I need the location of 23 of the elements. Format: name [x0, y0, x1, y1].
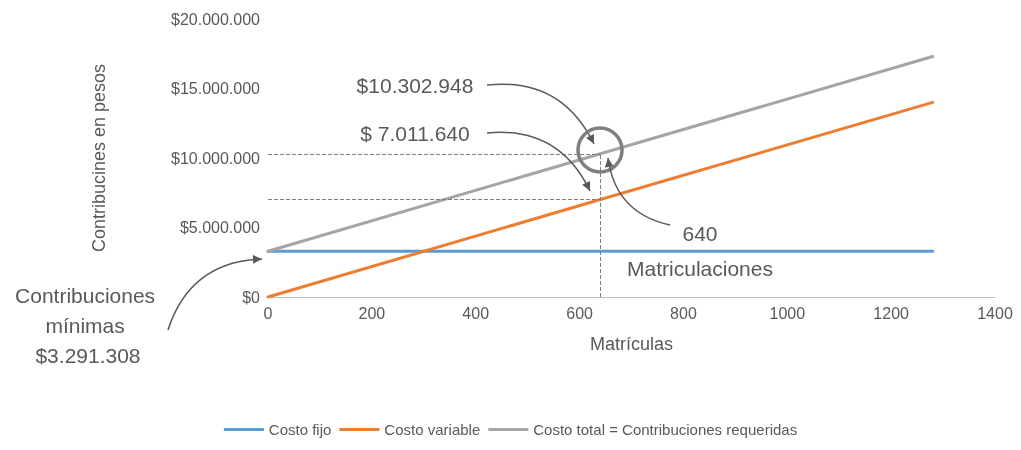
- annotation: $ 7.011.640: [360, 121, 470, 145]
- legend-label: Costo variable: [384, 421, 481, 438]
- y-tick-label: $5.000.000: [179, 219, 261, 236]
- y-tick-label: $20.000.000: [171, 10, 261, 28]
- y-tick-label: $10.000.000: [171, 149, 261, 167]
- annotation: Matriculaciones: [627, 256, 773, 280]
- annotation: $10.302.948: [356, 73, 474, 97]
- x-tick-label: 1200: [873, 304, 910, 322]
- legend-label: Costo fijo: [268, 421, 332, 438]
- x-tick-label: 0: [263, 304, 273, 322]
- annotation: 640: [682, 221, 718, 245]
- x-tick-label: 600: [566, 304, 594, 322]
- text: Contribuciones mínimas $3.291.308: [15, 283, 161, 367]
- y-tick-label: $15.000.000: [171, 80, 261, 97]
- x-tick-label: 400: [462, 304, 490, 322]
- x-tick-label: 1400: [977, 304, 1013, 322]
- x-tick-label: 800: [670, 304, 697, 322]
- x-axis-title: Matrículas: [589, 334, 674, 354]
- y-tick-label: $0: [242, 288, 261, 306]
- y-axis-title: Contribucines en pesos: [89, 63, 109, 253]
- x-tick-label: 200: [358, 304, 386, 322]
- legend-label: Costo total = Contribuciones requeridas: [533, 421, 798, 438]
- x-tick-label: 1000: [769, 304, 806, 322]
